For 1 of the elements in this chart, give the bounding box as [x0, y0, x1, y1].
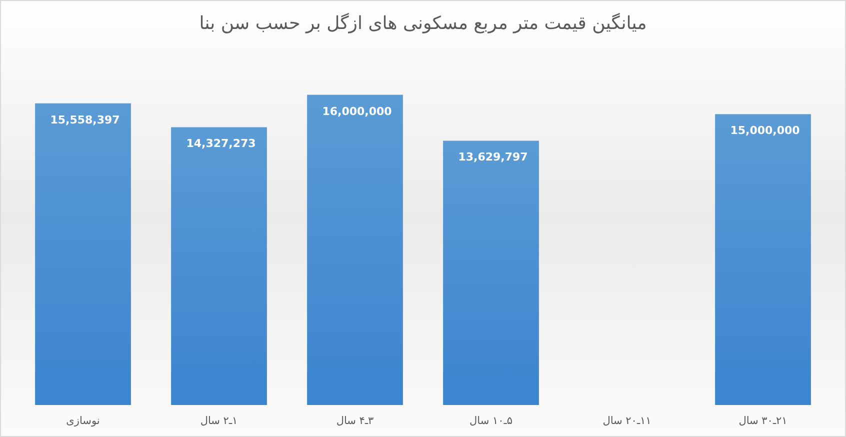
title: میانگین قیمت متر مربع مسکونی های ازگل بر حسب سن بنا: [199, 13, 647, 34]
